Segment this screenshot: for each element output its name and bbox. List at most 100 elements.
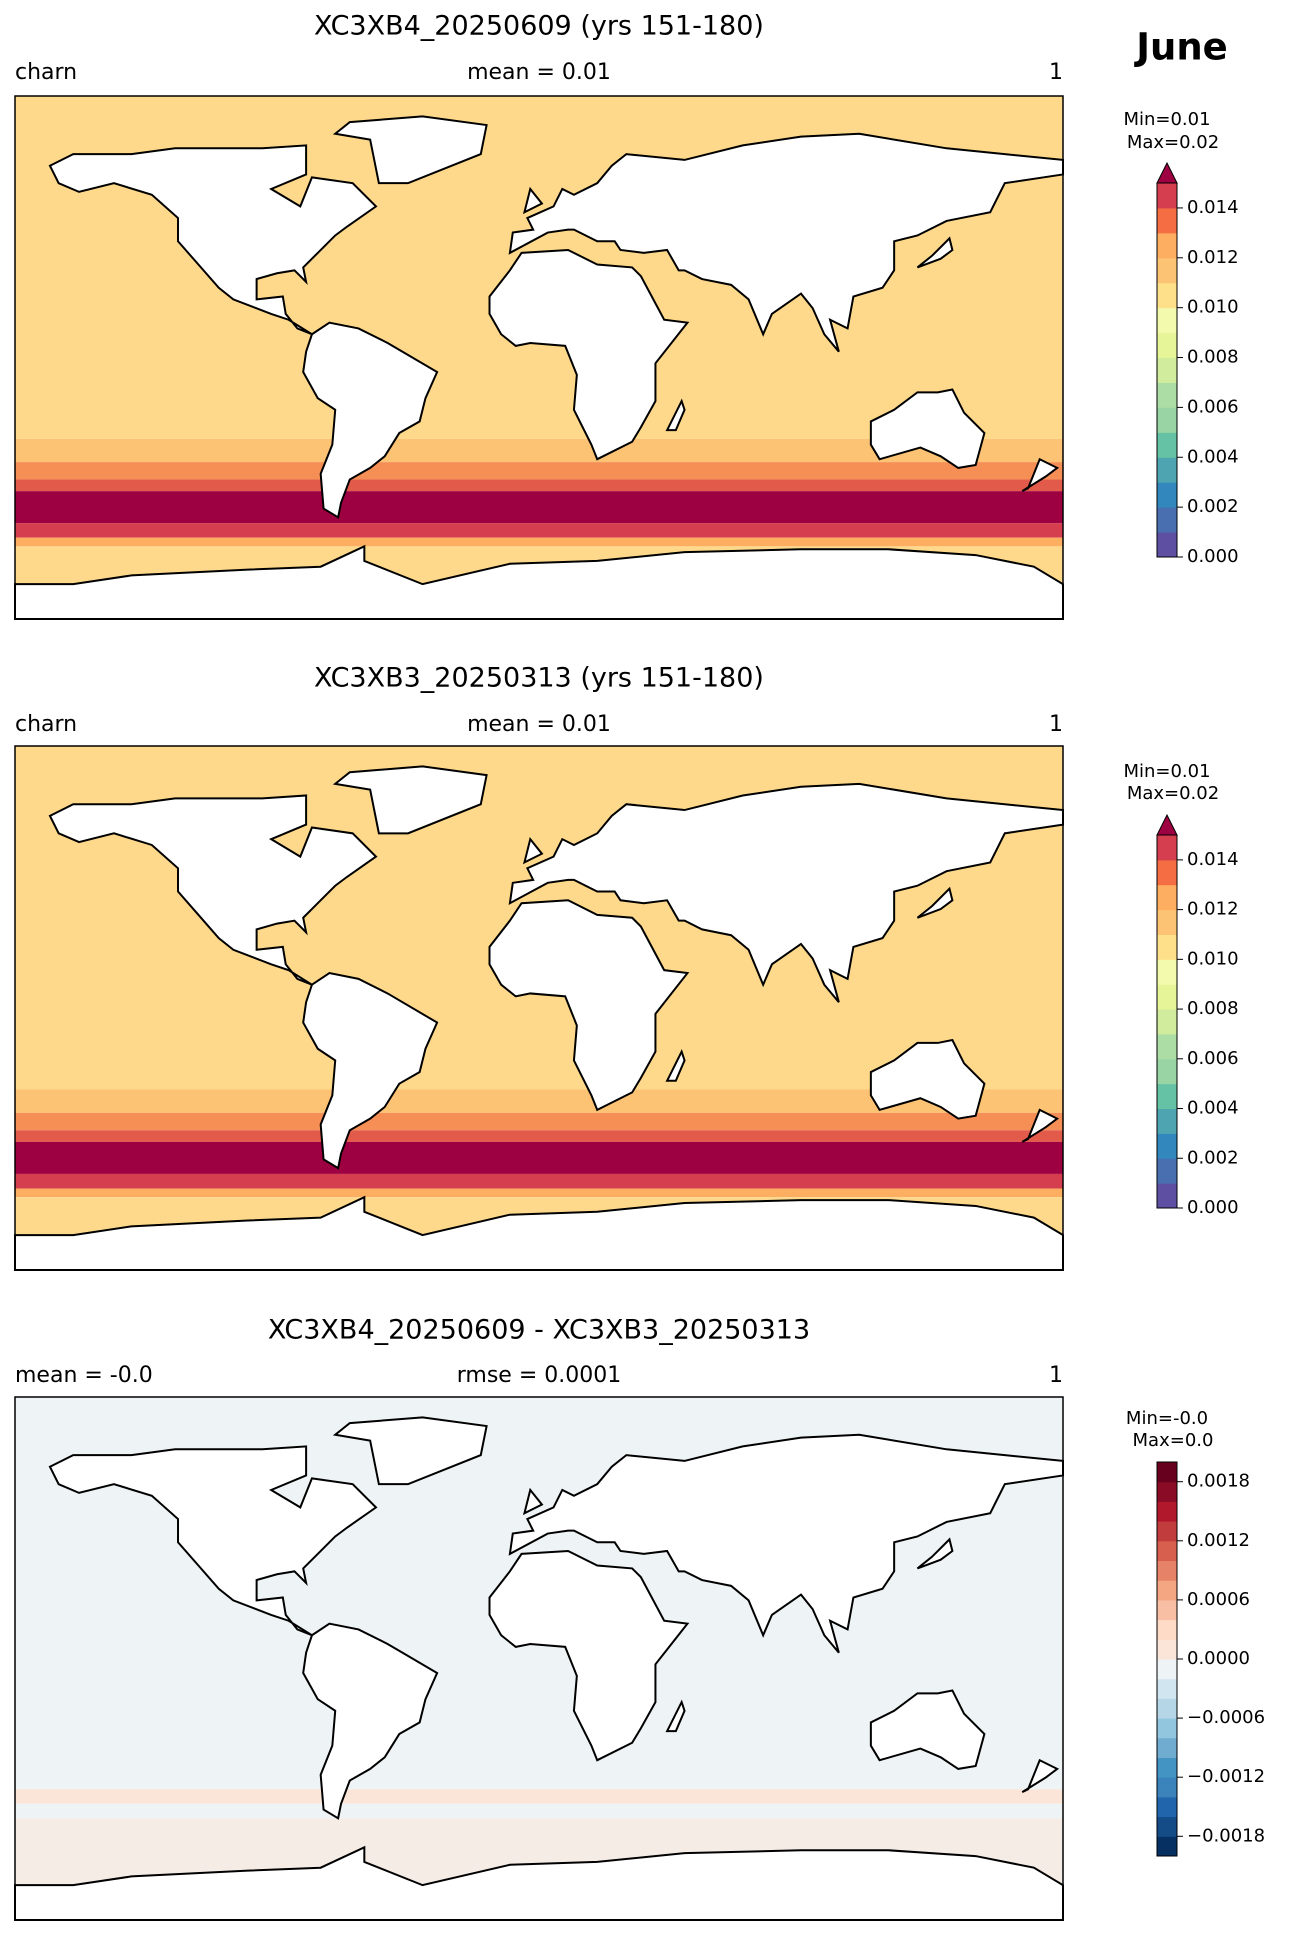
colorbar-tick-label: 0.010 (1187, 297, 1239, 318)
colorbar-level (1157, 1639, 1177, 1660)
ocean-band (15, 1188, 1063, 1198)
colorbar-level (1157, 1462, 1177, 1483)
colorbar-level (1157, 382, 1177, 408)
land (1021, 457, 1060, 493)
center-label: rmse = 0.0001 (457, 1363, 621, 1388)
colorbar-tick-label: 0.0018 (1187, 1471, 1250, 1492)
left-label: charn (15, 60, 77, 85)
colorbar-level (1157, 1108, 1177, 1134)
colorbar-level (1157, 1033, 1177, 1060)
colorbar-tick-label: 0.0000 (1187, 1648, 1250, 1669)
land (302, 1622, 439, 1820)
colorbar-tick-label: 0.012 (1187, 247, 1239, 268)
colorbar-level (1157, 1718, 1177, 1739)
colorbar-level (1157, 1481, 1177, 1502)
ocean-band (15, 438, 1063, 463)
ocean-band (15, 1789, 1063, 1804)
land (916, 236, 954, 269)
ocean-band (15, 1130, 1063, 1142)
land (508, 132, 1064, 353)
map-frame (14, 95, 1064, 620)
land (332, 1416, 488, 1486)
land (488, 248, 690, 461)
max-label: Max=0.0 (1133, 1430, 1214, 1451)
land (869, 1038, 986, 1120)
colorbar-level (1157, 1678, 1177, 1699)
min-label: Min=0.01 (1123, 109, 1210, 130)
land (48, 794, 378, 986)
ocean-band (15, 1803, 1063, 1819)
colorbar-tick-label: −0.0018 (1187, 1825, 1265, 1846)
colorbar-level (1157, 1083, 1177, 1110)
colorbar-level (1157, 1183, 1177, 1209)
colorbar-level (1157, 1521, 1177, 1542)
colorbar-tick-label: 0.006 (1187, 396, 1239, 417)
suptitle: June (1133, 26, 1228, 69)
colorbar-tick-label: 0.0006 (1187, 1589, 1250, 1610)
map-frame (14, 745, 1064, 1271)
land (665, 1049, 686, 1082)
colorbar-level (1157, 307, 1177, 334)
max-label: Max=0.02 (1127, 132, 1219, 153)
colorbar-level (1157, 1757, 1177, 1778)
max-label: Max=0.02 (1127, 783, 1219, 804)
land (332, 765, 488, 835)
center-label: mean = 0.01 (467, 60, 611, 85)
land (508, 1433, 1064, 1654)
colorbar-level (1157, 357, 1177, 383)
colorbar-level (1157, 859, 1177, 886)
colorbar-tick-label: −0.0006 (1187, 1707, 1265, 1728)
colorbar-level (1157, 1133, 1177, 1159)
min-label: Min=-0.0 (1126, 1408, 1208, 1429)
left-label: mean = -0.0 (15, 1363, 153, 1388)
ocean-band (15, 1173, 1063, 1189)
ocean-band (15, 479, 1063, 492)
colorbar-level (1157, 1836, 1177, 1857)
ocean-band (15, 1141, 1063, 1174)
colorbar-level (1157, 207, 1177, 234)
colorbar-tick-label: 0.000 (1187, 1197, 1239, 1218)
colorbar-level (1157, 457, 1177, 483)
colorbar-frame (1156, 834, 1178, 1209)
colorbar-level (1157, 835, 1177, 861)
land (665, 398, 686, 432)
land (869, 1689, 986, 1770)
land (48, 144, 378, 336)
ocean-band (15, 537, 1063, 547)
colorbar-level (1157, 959, 1177, 985)
center-label: mean = 0.01 (467, 712, 611, 737)
colorbar-level (1157, 1009, 1177, 1035)
land (302, 972, 439, 1170)
map (14, 1397, 1064, 1921)
right-label: 1 (1049, 1363, 1063, 1388)
colorbar-level (1157, 1777, 1177, 1798)
colorbar-tick-label: 0.000 (1187, 546, 1239, 567)
colorbar-level (1157, 1816, 1177, 1837)
land (14, 1845, 1064, 1921)
land (522, 186, 544, 215)
colorbar-level (1157, 1737, 1177, 1758)
right-label: 1 (1049, 712, 1063, 737)
panel-title: XC3XB3_20250313 (yrs 151-180) (314, 663, 764, 694)
colorbar-tick-label: 0.008 (1187, 998, 1239, 1019)
ocean-band (15, 523, 1063, 538)
land (302, 321, 439, 519)
land (488, 1549, 690, 1762)
min-label: Min=0.01 (1123, 761, 1210, 782)
colorbar-tick-label: 0.004 (1187, 1098, 1239, 1119)
land (14, 1195, 1064, 1271)
colorbar-level (1157, 407, 1177, 433)
colorbar-level (1157, 1501, 1177, 1522)
land (665, 1699, 686, 1733)
land (332, 115, 488, 185)
land (488, 899, 690, 1112)
colorbar-tick-label: 0.004 (1187, 446, 1239, 467)
colorbar-level (1157, 1540, 1177, 1561)
colorbar-level (1157, 1560, 1177, 1581)
colorbar-level (1157, 1796, 1177, 1818)
land (48, 1445, 378, 1637)
ocean-band (15, 1112, 1063, 1131)
colorbar-level (1157, 884, 1177, 911)
colorbar-tick-label: 0.014 (1187, 197, 1239, 218)
